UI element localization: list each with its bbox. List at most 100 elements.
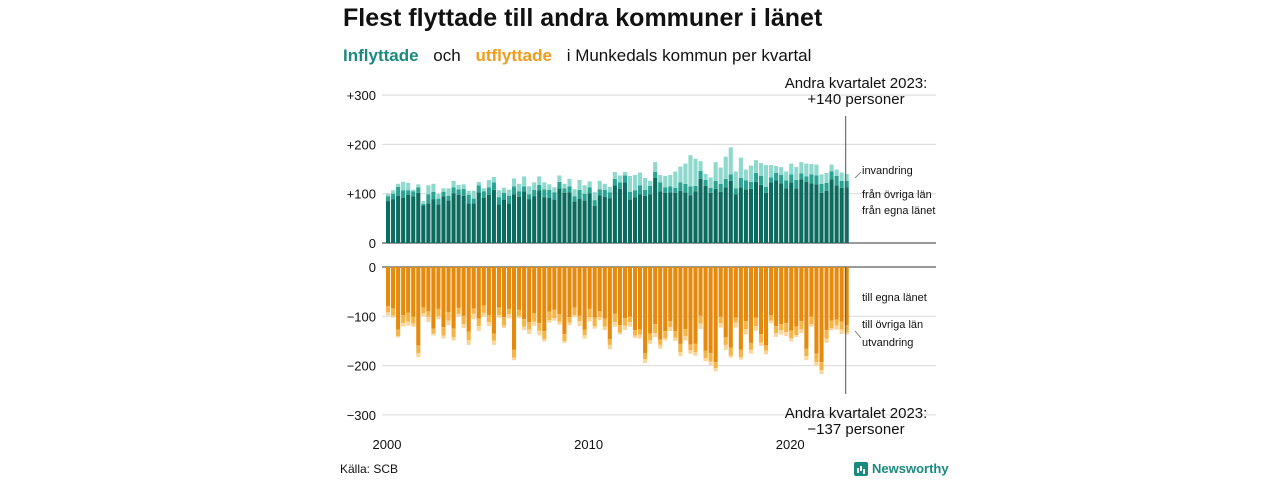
- bar-out-segment: [648, 339, 653, 344]
- bar-in-segment: [617, 188, 622, 243]
- bar-in-segment: [411, 196, 416, 243]
- bar-in-segment: [738, 157, 743, 178]
- bar-in-segment: [708, 192, 713, 243]
- bar-in-segment: [693, 185, 698, 192]
- bar-out-segment: [486, 322, 491, 327]
- bar-in-segment: [748, 188, 753, 243]
- bar-in-segment: [506, 189, 512, 196]
- bar-in-segment: [522, 176, 527, 187]
- bar-out-segment: [562, 334, 567, 341]
- bar-in-segment: [703, 173, 708, 180]
- bar-in-segment: [753, 172, 759, 182]
- bar-in-segment: [517, 191, 522, 197]
- bar-in-segment: [426, 185, 431, 195]
- bar-out-segment: [627, 322, 633, 327]
- bar-in-segment: [718, 183, 723, 192]
- bar-in-segment: [481, 188, 486, 192]
- bar-in-segment: [562, 183, 567, 189]
- bar-in-segment: [794, 167, 799, 180]
- bar-in-segment: [386, 196, 391, 202]
- bar-in-segment: [532, 189, 537, 197]
- bar-in-segment: [774, 166, 779, 173]
- bar-in-segment: [663, 175, 668, 188]
- bar-out-segment: [552, 267, 557, 310]
- y-tick-label: −100: [347, 309, 376, 324]
- bar-in-segment: [718, 167, 723, 184]
- bar-in-segment: [612, 178, 617, 186]
- bar-in-segment: [678, 182, 683, 191]
- bar-in-segment: [416, 187, 421, 193]
- bar-in-segment: [391, 199, 396, 243]
- bar-in-segment: [577, 198, 582, 243]
- bar-in-segment: [562, 188, 567, 193]
- bar-out-segment: [517, 316, 522, 319]
- bar-in-segment: [607, 186, 612, 193]
- bar-in-segment: [733, 171, 738, 189]
- bar-out-segment: [602, 267, 607, 319]
- bar-in-segment: [829, 179, 834, 243]
- bar-in-segment: [693, 191, 698, 244]
- bar-out-segment: [653, 324, 658, 334]
- bar-out-segment: [632, 330, 638, 336]
- bar-out-segment: [627, 267, 633, 317]
- bar-out-segment: [617, 332, 622, 335]
- bar-in-segment: [804, 163, 809, 177]
- bar-out-segment: [401, 315, 406, 324]
- bar-in-segment: [764, 165, 769, 187]
- bar-in-segment: [758, 175, 764, 185]
- bar-in-segment: [804, 181, 809, 243]
- bar-out-segment: [728, 355, 733, 358]
- bar-out-segment: [708, 267, 713, 354]
- bar-out-segment: [844, 267, 849, 326]
- bar-in-segment: [461, 188, 466, 196]
- series-label-out: till egna länet: [862, 292, 927, 304]
- bar-out-segment: [839, 329, 844, 335]
- chart-logo-icon: [854, 461, 868, 476]
- bar-out-segment: [673, 337, 678, 341]
- bar-in-segment: [779, 183, 784, 243]
- bar-out-segment: [673, 267, 678, 332]
- bar-in-segment: [703, 179, 708, 186]
- bar-out-segment: [562, 340, 567, 343]
- bar-in-segment: [547, 189, 552, 198]
- bar-out-segment: [426, 267, 431, 312]
- bar-in-segment: [512, 194, 517, 243]
- bar-in-segment: [421, 205, 426, 243]
- bar-in-segment: [436, 204, 441, 243]
- bar-out-segment: [386, 312, 391, 316]
- bar-out-segment: [582, 329, 587, 336]
- bar-out-segment: [809, 316, 814, 325]
- bar-out-segment: [814, 353, 819, 363]
- bar-out-segment: [764, 350, 769, 355]
- bar-out-segment: [758, 267, 764, 335]
- bar-in-segment: [592, 192, 597, 201]
- bar-out-segment: [713, 368, 718, 372]
- bar-in-segment: [794, 188, 799, 243]
- bar-in-segment: [592, 206, 597, 244]
- bar-in-segment: [627, 175, 633, 192]
- bar-in-segment: [673, 171, 678, 188]
- bar-in-segment: [799, 173, 804, 180]
- bar-out-segment: [834, 319, 839, 326]
- bar-in-segment: [814, 184, 819, 243]
- bar-out-segment: [648, 333, 653, 340]
- bar-in-segment: [401, 190, 406, 198]
- bar-out-segment: [769, 315, 774, 321]
- bar-out-segment: [587, 317, 592, 322]
- label-leader: [854, 171, 862, 179]
- bar-out-segment: [486, 315, 491, 323]
- bar-in-segment: [431, 183, 436, 192]
- bar-in-segment: [537, 176, 542, 185]
- bar-in-segment: [688, 186, 693, 196]
- bar-out-segment: [522, 267, 527, 320]
- bar-in-segment: [396, 186, 401, 196]
- bar-in-segment: [567, 186, 572, 193]
- bar-out-segment: [678, 343, 683, 353]
- bar-in-segment: [728, 147, 733, 175]
- bar-in-segment: [764, 186, 769, 193]
- bar-out-segment: [416, 353, 421, 358]
- bar-in-segment: [512, 186, 517, 195]
- bar-in-segment: [844, 180, 849, 188]
- bar-out-segment: [416, 267, 421, 346]
- bar-out-segment: [617, 325, 622, 333]
